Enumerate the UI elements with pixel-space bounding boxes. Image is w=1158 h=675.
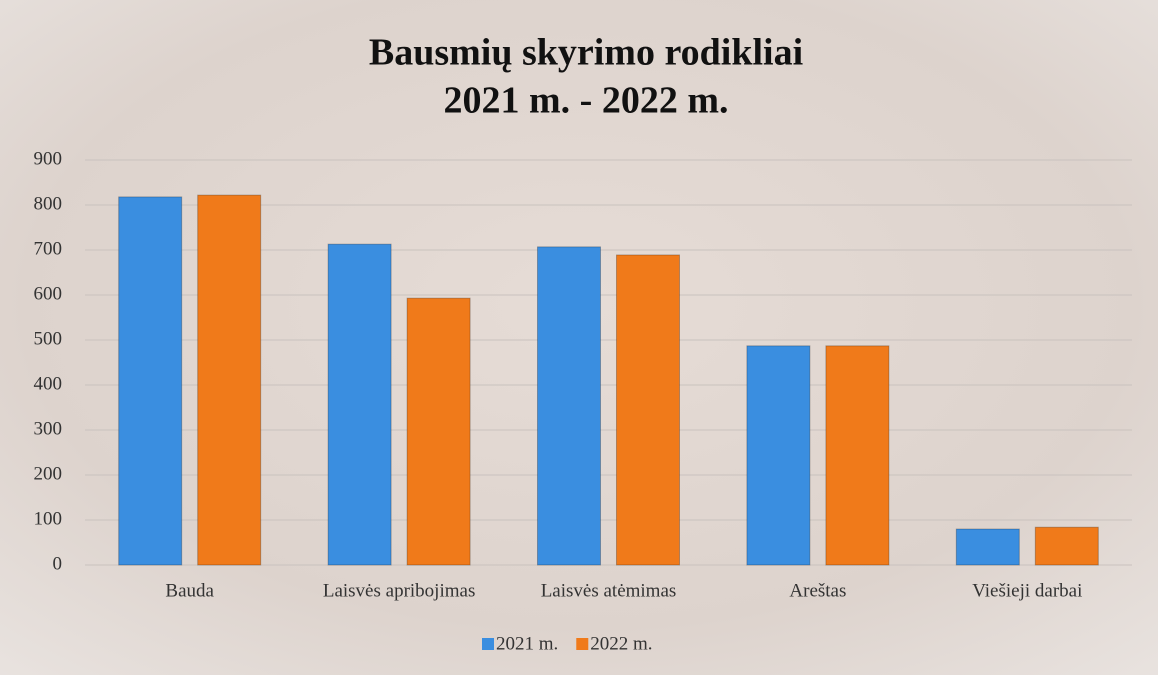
legend-label: 2022 m. bbox=[590, 633, 652, 654]
x-tick-label: Laisvės atėmimas bbox=[541, 580, 677, 601]
x-tick-label: Bauda bbox=[165, 580, 214, 601]
chart-title: Bausmių skyrimo rodikliai bbox=[369, 32, 803, 74]
y-tick-label: 100 bbox=[34, 508, 63, 529]
y-tick-label: 600 bbox=[34, 283, 63, 304]
bar bbox=[747, 346, 810, 565]
chart-subtitle: 2021 m. - 2022 m. bbox=[444, 80, 729, 122]
bar bbox=[956, 529, 1019, 565]
y-tick-label: 500 bbox=[34, 328, 63, 349]
legend-swatch bbox=[482, 638, 494, 650]
bar bbox=[617, 255, 680, 565]
bar bbox=[328, 244, 391, 565]
bar bbox=[198, 195, 261, 565]
y-tick-label: 0 bbox=[53, 553, 63, 574]
bar bbox=[407, 298, 470, 565]
bar bbox=[1035, 527, 1098, 565]
bar bbox=[826, 346, 889, 565]
y-tick-label: 700 bbox=[34, 238, 63, 259]
y-tick-label: 300 bbox=[34, 418, 63, 439]
y-tick-label: 200 bbox=[34, 463, 63, 484]
legend-swatch bbox=[576, 638, 588, 650]
x-tick-label: Laisvės apribojimas bbox=[323, 580, 476, 601]
chart: Bausmių skyrimo rodikliai 2021 m. - 2022… bbox=[0, 0, 1158, 675]
y-tick-label: 800 bbox=[34, 193, 63, 214]
y-tick-label: 400 bbox=[34, 373, 63, 394]
y-tick-label: 900 bbox=[34, 148, 63, 169]
bar bbox=[538, 247, 601, 565]
x-tick-label: Areštas bbox=[789, 580, 846, 601]
bar bbox=[119, 197, 182, 565]
legend-label: 2021 m. bbox=[496, 633, 558, 654]
x-tick-label: Viešieji darbai bbox=[972, 580, 1082, 601]
